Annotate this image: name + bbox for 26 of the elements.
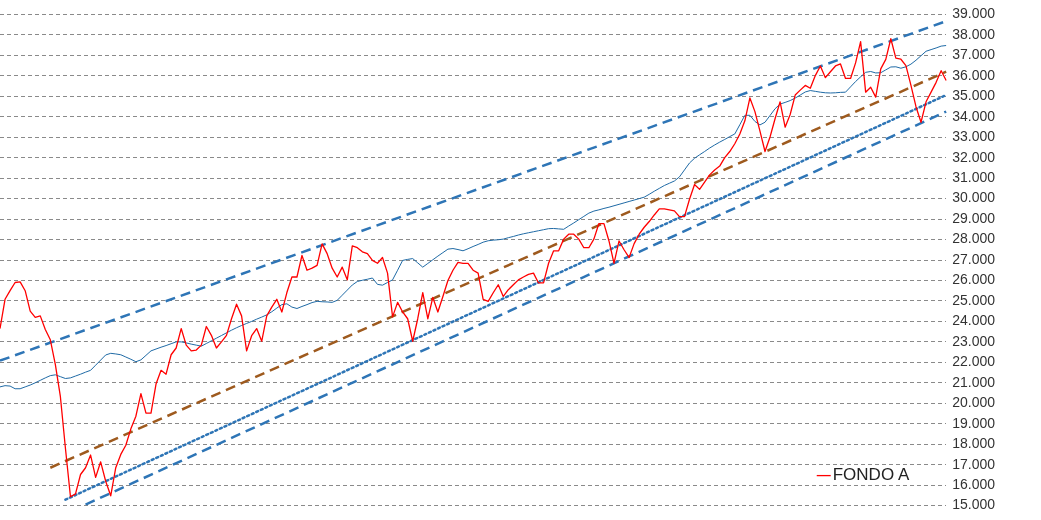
y-tick-label: 38.000 bbox=[952, 25, 996, 42]
y-tick-label: 23.000 bbox=[952, 332, 996, 349]
y-tick-label: 15.000 bbox=[952, 496, 996, 513]
legend-label: FONDO A bbox=[832, 465, 910, 485]
y-tick-label: 32.000 bbox=[952, 148, 996, 165]
y-tick-label: 37.000 bbox=[952, 46, 996, 63]
y-tick-label: 16.000 bbox=[952, 475, 996, 492]
y-tick-label: 25.000 bbox=[952, 291, 996, 308]
y-tick-label: 24.000 bbox=[952, 312, 996, 329]
y-tick-label: 35.000 bbox=[952, 87, 996, 104]
y-tick-label: 19.000 bbox=[952, 414, 996, 431]
y-tick-label: 34.000 bbox=[952, 107, 996, 124]
y-tick-label: 17.000 bbox=[952, 455, 996, 472]
y-tick-label: 21.000 bbox=[952, 373, 996, 390]
y-tick-label: 27.000 bbox=[952, 250, 996, 267]
y-tick-label: 31.000 bbox=[952, 168, 996, 185]
y-tick-label: 18.000 bbox=[952, 435, 996, 452]
y-tick-label: 33.000 bbox=[952, 128, 996, 145]
y-tick-label: 36.000 bbox=[952, 66, 996, 83]
y-tick-label: 29.000 bbox=[952, 209, 996, 226]
y-tick-label: 26.000 bbox=[952, 271, 996, 288]
y-tick-label: 22.000 bbox=[952, 353, 996, 370]
y-tick-label: 30.000 bbox=[952, 189, 996, 206]
y-tick-label: 28.000 bbox=[952, 230, 996, 247]
y-tick-label: 39.000 bbox=[952, 5, 996, 22]
y-tick-label: 20.000 bbox=[952, 394, 996, 411]
